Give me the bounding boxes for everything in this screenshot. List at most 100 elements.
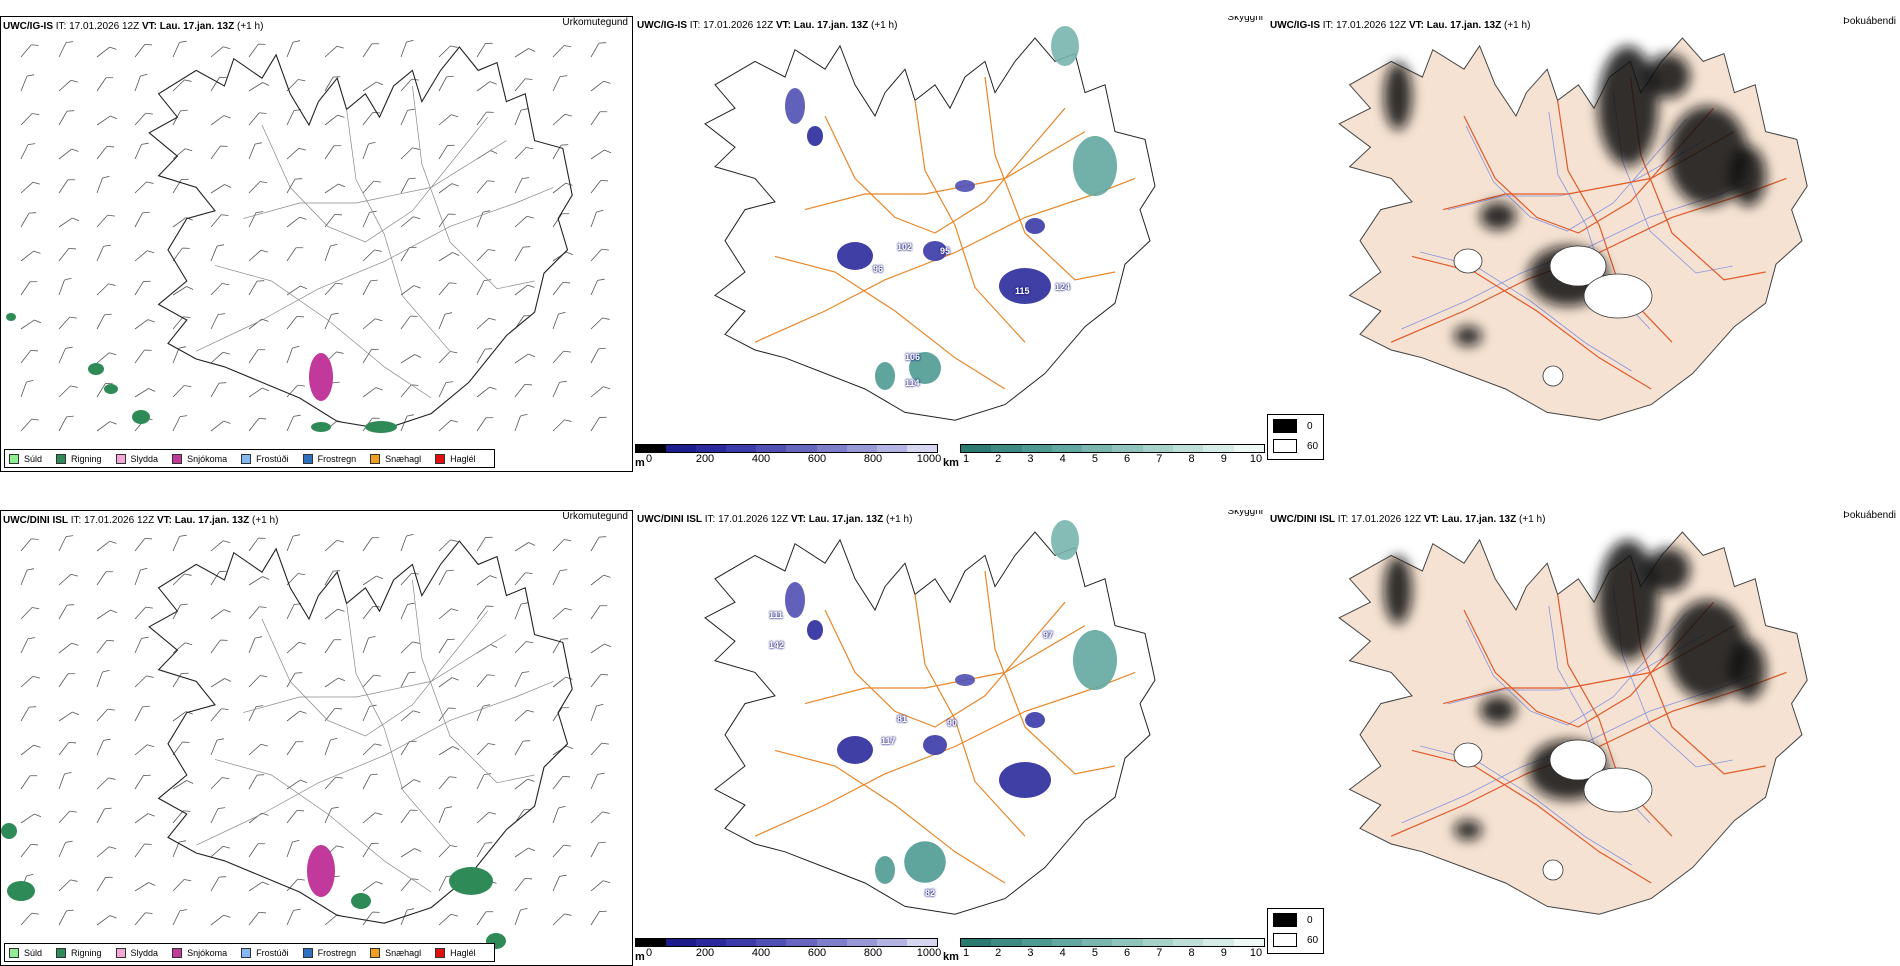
wind-barb [172,534,187,552]
wind-barb [324,737,338,756]
wind-barb [96,708,115,722]
visibility-area [1025,218,1045,234]
wind-barb [172,385,192,398]
wind-barb [58,316,77,330]
scale-cell [696,445,727,452]
wind-barb [590,880,611,892]
wind-barb [58,110,75,126]
scale-cell [1112,939,1143,946]
wind-barb [590,605,608,620]
precip-map [6,39,612,433]
legend-label: Frostúði [256,947,289,958]
fog-legend-label: 60 [1307,934,1319,946]
scale-tick: 10 [1249,453,1263,465]
scale-tick: 7 [1156,453,1163,465]
wind-barb [286,345,300,364]
wind-barb [476,42,493,58]
wind-barb [590,703,604,722]
wind-barb [438,845,458,858]
wind-barb [134,675,154,688]
wind-barb [590,317,610,330]
visibility-area [909,352,941,384]
visibility-unit: km [943,951,959,963]
wind-barb [210,777,230,790]
panel-header: UWC/IG-IS IT: 17.01.2026 12Z VT: Lau. 17… [3,21,263,33]
wind-barb [96,540,117,552]
legend-label: Súld [24,453,43,464]
vt-value: Lau. 17.jan. 13Z [1441,514,1517,525]
visibility-map [704,26,1156,421]
legend-label: Slydda [130,947,159,958]
wind-barb [324,76,341,92]
wind-barb [476,210,491,228]
visibility-map [704,520,1156,915]
fog-areas [1384,46,1766,346]
wind-barb [248,812,269,824]
wind-barb [210,184,232,194]
wind-barb [172,109,188,126]
scale-cell [636,445,667,452]
wind-barb [134,250,155,262]
fog-legend-label: 0 [1307,420,1313,432]
wind-barb [400,602,415,620]
wind-barb [476,605,494,620]
wind-barb [96,46,117,58]
elevation-scale: 0 200 400 600 800 1000 [635,444,941,467]
wind-barb [172,178,189,194]
wind-barb [96,876,113,892]
wind-barb [20,538,39,552]
model-name: UWC/DINI ISL [1270,514,1335,525]
wind-barb [172,247,190,262]
wind-barb [400,533,414,552]
wind-barb [96,777,116,790]
wind-barb [210,145,228,160]
wind-barb [286,147,306,160]
legend-swatch [302,453,313,464]
scale-cell [1021,939,1052,946]
elevation-unit: m [635,457,645,469]
vt-value: Lau. 17.jan. 13Z [793,20,869,31]
wind-barb [96,807,112,824]
wind-barb [248,843,266,858]
wind-barb [362,43,380,58]
wind-barb [400,315,418,330]
scale-cell [991,445,1022,452]
precip-legend-item: Frostregn [302,453,356,464]
glacier [1542,365,1564,387]
scale-tick: 0 [645,453,653,465]
visibility-area [875,856,895,884]
scale-cell [1021,445,1052,452]
wind-barb [286,908,301,926]
glacier [1453,248,1483,274]
scale-cell [961,445,992,452]
vt-value: Lau. 17.jan. 13Z [174,515,250,526]
vt-value: Lau. 17.jan. 13Z [1426,20,1502,31]
visibility-panel: UWC/IG-IS IT: 17.01.2026 12Z VT: Lau. 17… [635,16,1267,472]
wind-barb [400,39,414,58]
wind-barb [248,43,266,58]
iceland-coastline [704,531,1156,915]
precip-area [104,384,118,394]
wind-barb [324,114,345,126]
visibility-scale: 1 2 3 4 5 6 7 8 9 10 [960,444,1265,467]
wind-barb [438,282,457,296]
wind-barb [286,534,301,552]
wind-barb [552,182,573,194]
wind-barb [248,211,264,228]
wind-barb [210,351,230,364]
panel-header: UWC/DINI ISL IT: 17.01.2026 12Z VT: Lau.… [3,515,278,527]
visibility-value-label: 117 [881,736,896,746]
visibility-area [1073,136,1117,196]
fog-area [1646,54,1690,98]
wind-barb [172,573,192,586]
wind-barb [286,839,300,858]
fog-legend-swatch [1273,933,1297,947]
wind-barb [400,246,417,262]
wind-barb [514,542,536,552]
wind-barb [400,216,421,228]
wind-barb [590,111,608,126]
wind-barb [58,277,72,296]
wind-barb [476,417,494,432]
wind-barb [590,772,605,790]
wind-barb [210,845,230,858]
